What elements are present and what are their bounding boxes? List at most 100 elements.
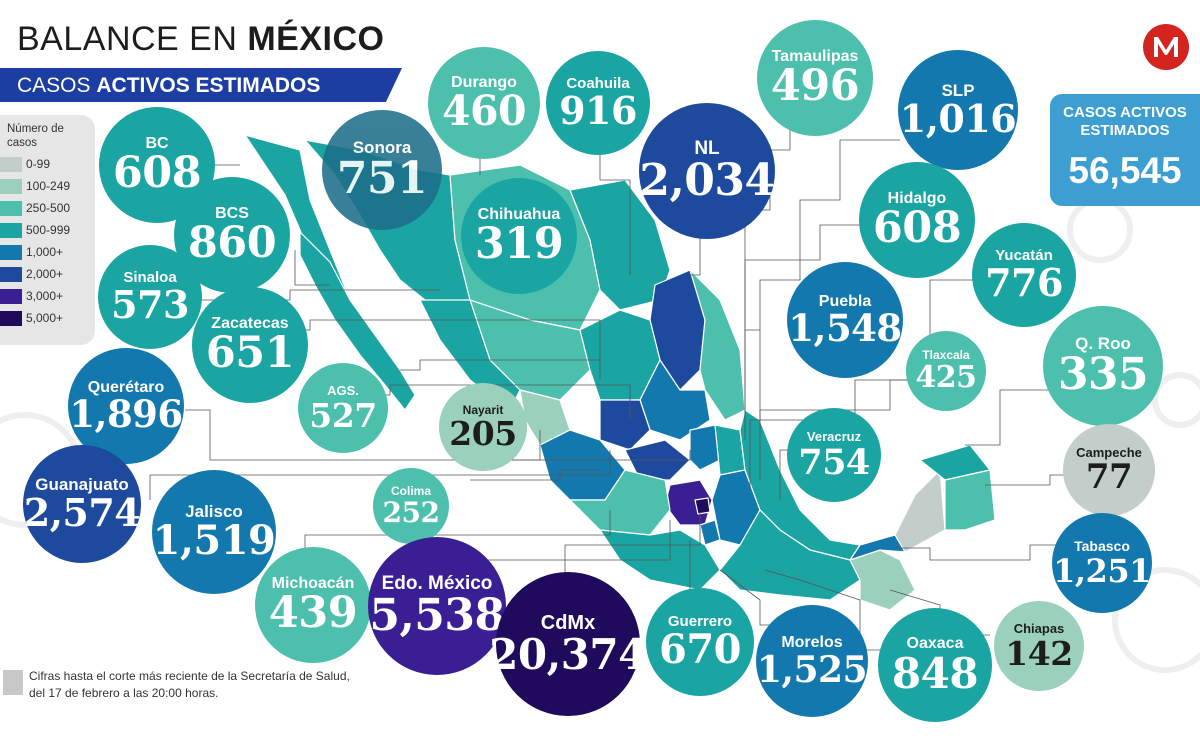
state-bubble-durango: Durango 460 xyxy=(428,47,540,159)
state-bubble-qroo: Q. Roo 335 xyxy=(1043,306,1163,426)
state-bubble-tabasco: Tabasco 1,251 xyxy=(1052,513,1152,613)
state-value: 1,016 xyxy=(899,96,1017,142)
state-name: Tabasco xyxy=(1074,538,1130,555)
state-name: Guanajuato xyxy=(35,474,129,494)
state-value: 1,548 xyxy=(788,306,902,351)
state-name: BCS xyxy=(215,204,249,222)
state-value: 205 xyxy=(449,414,517,454)
state-name: Jalisco xyxy=(185,501,243,521)
legend-item: 1,000+ xyxy=(0,243,95,262)
state-bubble-chiapas: Chiapas 142 xyxy=(994,601,1084,691)
state-value: 319 xyxy=(474,219,564,270)
subtitle-bar xyxy=(0,68,402,102)
state-name: Hidalgo xyxy=(887,189,947,207)
legend-label: 100-249 xyxy=(26,179,71,193)
state-bubble-puebla: Puebla 1,548 xyxy=(787,262,903,378)
state-bubble-edomex: Edo. México 5,538 xyxy=(368,537,506,675)
state-value: 670 xyxy=(659,626,742,674)
state-value: 860 xyxy=(187,218,277,269)
state-value: 460 xyxy=(441,87,527,136)
legend-label: 3,000+ xyxy=(26,289,64,303)
state-value: 1,251 xyxy=(1053,551,1151,590)
legend-item: 5,000+ xyxy=(0,309,95,328)
state-bubble-yucatan: Yucatán 776 xyxy=(972,223,1076,327)
legend-label: 500-999 xyxy=(26,223,71,237)
state-value: 916 xyxy=(559,88,637,134)
footnote-marker xyxy=(3,670,23,695)
state-value: 20,374 xyxy=(489,630,647,679)
state-name: Tamaulipas xyxy=(771,47,859,65)
state-name: Nayarit xyxy=(462,402,504,417)
state-bubble-colima: Colima 252 xyxy=(373,468,449,544)
state-value: 1,525 xyxy=(756,648,868,691)
state-value: 848 xyxy=(891,648,979,698)
state-bubble-guanajuato: Guanajuato 2,574 xyxy=(23,445,141,563)
state-value: 751 xyxy=(336,153,428,205)
state-name: Sinaloa xyxy=(123,268,177,286)
state-bubble-jalisco: Jalisco 1,519 xyxy=(152,470,276,594)
state-value: 608 xyxy=(112,148,202,199)
state-bubble-slp: SLP 1,016 xyxy=(898,50,1018,170)
state-bubble-queretaro: Querétaro 1,896 xyxy=(68,348,184,464)
state-bubble-michoacan: Michoacán 439 xyxy=(255,547,371,663)
legend-swatch xyxy=(0,311,22,326)
state-value: 142 xyxy=(1005,633,1073,673)
legend-swatch xyxy=(0,245,22,260)
legend-swatch xyxy=(0,267,22,282)
state-bubble-tamaulipas: Tamaulipas 496 xyxy=(757,20,873,136)
legend-label: 5,000+ xyxy=(26,311,64,325)
legend-item: 2,000+ xyxy=(0,265,95,284)
total-box xyxy=(1050,94,1200,206)
legend-title: Número de casos xyxy=(7,123,64,149)
state-value: 754 xyxy=(798,441,870,483)
legend-label: 0-99 xyxy=(26,157,51,171)
state-bubble-nl: NL 2,034 xyxy=(639,103,775,239)
state-name: Yucatán xyxy=(995,246,1053,264)
state-name: Sonora xyxy=(352,137,412,157)
state-value: 608 xyxy=(872,203,962,254)
state-value: 496 xyxy=(770,61,860,112)
state-bubble-hidalgo: Hidalgo 608 xyxy=(859,162,975,278)
legend-swatch xyxy=(0,201,22,216)
legend-item: 250-500 xyxy=(0,199,95,218)
legend-swatch xyxy=(0,157,22,172)
state-name: Veracruz xyxy=(806,429,862,445)
state-value: 2,034 xyxy=(639,155,775,207)
state-value: 527 xyxy=(309,395,377,435)
state-name: AGS. xyxy=(327,383,359,399)
state-name: Morelos xyxy=(781,634,843,652)
state-bubble-sinaloa: Sinaloa 573 xyxy=(98,245,202,349)
state-value: 573 xyxy=(111,282,189,328)
state-name: CdMx xyxy=(540,612,596,634)
legend-item: 0-99 xyxy=(0,155,95,174)
state-name: Chihuahua xyxy=(477,205,561,223)
state-bubble-veracruz: Veracruz 754 xyxy=(787,408,881,502)
state-bubble-campeche: Campeche 77 xyxy=(1063,424,1155,516)
state-bubble-guerrero: Guerrero 670 xyxy=(646,588,754,696)
state-value: 651 xyxy=(205,328,295,379)
state-bubble-coahuila: Coahuila 916 xyxy=(546,51,650,155)
state-value: 252 xyxy=(382,495,440,529)
state-value: 1,519 xyxy=(152,517,276,565)
footnote: Cifras hasta el corte más reciente de la… xyxy=(29,669,350,700)
legend-label: 1,000+ xyxy=(26,245,64,259)
state-name: Colima xyxy=(390,484,431,499)
state-name: Puebla xyxy=(818,292,872,310)
state-name: Zacatecas xyxy=(211,314,289,332)
state-bubble-oaxaca: Oaxaca 848 xyxy=(878,608,992,722)
legend-swatch xyxy=(0,179,22,194)
state-value: 1,896 xyxy=(69,392,183,437)
state-value: 5,538 xyxy=(369,590,505,642)
legend-item: 500-999 xyxy=(0,221,95,240)
state-name: SLP xyxy=(941,80,975,100)
state-value: 2,574 xyxy=(23,490,141,536)
legend-label: 250-500 xyxy=(26,201,71,215)
total-value: 56,545 xyxy=(1068,150,1182,191)
state-bubble-nayarit: Nayarit 205 xyxy=(439,383,527,471)
state-name: Durango xyxy=(451,73,517,91)
page-title: BALANCE EN MÉXICO xyxy=(17,20,385,58)
state-name: Tlaxcala xyxy=(922,348,970,363)
state-value: 77 xyxy=(1085,457,1133,498)
state-name: Q. Roo xyxy=(1075,333,1131,353)
legend-item: 100-249 xyxy=(0,177,95,196)
